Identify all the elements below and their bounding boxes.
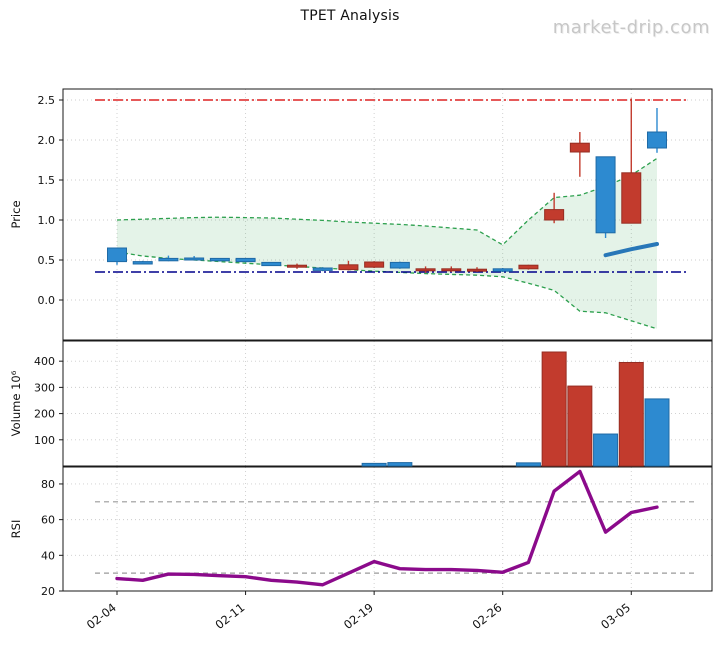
price-ytick: 0.5 bbox=[38, 254, 56, 267]
candle bbox=[286, 263, 307, 269]
rsi-panel: 20 40 60 80 bbox=[41, 466, 713, 598]
candle bbox=[338, 260, 359, 271]
rsi-ytick: 20 bbox=[41, 585, 55, 598]
volume-ytick: 300 bbox=[34, 381, 55, 394]
x-tick-label: 02-11 bbox=[212, 600, 247, 632]
sma-line bbox=[603, 242, 659, 258]
rsi-ytick: 80 bbox=[41, 478, 55, 491]
volume-bar bbox=[515, 462, 541, 467]
candle bbox=[569, 132, 590, 177]
candle bbox=[209, 257, 230, 262]
bollinger-lower-line bbox=[116, 251, 658, 330]
candle bbox=[107, 247, 127, 265]
candle bbox=[261, 261, 282, 267]
watermark: market-drip.com bbox=[552, 17, 710, 38]
volume-bar bbox=[618, 361, 644, 467]
chart-title: TPET Analysis bbox=[300, 8, 400, 24]
volume-bar bbox=[387, 462, 413, 467]
candle bbox=[595, 156, 616, 238]
price-plot bbox=[95, 98, 687, 330]
candle bbox=[389, 261, 410, 269]
rsi-ylabel: RSI bbox=[9, 520, 23, 539]
volume-ytick: 200 bbox=[34, 408, 55, 421]
bollinger-upper-line bbox=[116, 157, 658, 246]
x-axis: 02-04 02-11 02-19 02-26 03-05 bbox=[84, 591, 633, 632]
rsi-ytick: 40 bbox=[41, 549, 55, 562]
candle bbox=[184, 256, 205, 261]
volume-bar bbox=[541, 351, 567, 467]
x-tick-label: 02-26 bbox=[470, 600, 505, 632]
candle bbox=[364, 261, 385, 268]
price-ylabel: Price bbox=[9, 200, 23, 228]
bollinger-fill bbox=[117, 158, 657, 329]
candle bbox=[492, 268, 513, 272]
candle bbox=[235, 257, 256, 263]
rsi-ytick: 60 bbox=[41, 514, 55, 527]
price-ytick: 2.5 bbox=[38, 94, 56, 107]
volume-bar bbox=[593, 433, 619, 467]
price-ytick: 1.0 bbox=[38, 214, 56, 227]
volume-bar bbox=[567, 385, 593, 467]
price-ytick: 2.0 bbox=[38, 134, 56, 147]
volume-ytick: 100 bbox=[34, 434, 55, 447]
price-ytick: 0.0 bbox=[38, 294, 56, 307]
x-tick-label: 03-05 bbox=[598, 600, 633, 632]
candle bbox=[415, 266, 436, 273]
volume-ytick: 400 bbox=[34, 355, 55, 368]
volume-plot bbox=[361, 351, 670, 467]
candle bbox=[646, 108, 667, 153]
volume-bar bbox=[644, 398, 670, 467]
candle bbox=[158, 255, 179, 262]
candle bbox=[518, 264, 539, 270]
price-ytick: 1.5 bbox=[38, 174, 56, 187]
candle bbox=[466, 267, 487, 272]
rsi-line bbox=[115, 469, 659, 587]
volume-ylabel: Volume 10⁶ bbox=[9, 370, 23, 436]
candle bbox=[544, 192, 565, 224]
volume-bar bbox=[361, 462, 387, 467]
candle bbox=[132, 260, 153, 265]
candle bbox=[621, 98, 642, 224]
volume-panel: 100 200 300 400 bbox=[34, 340, 713, 467]
x-tick-label: 02-04 bbox=[84, 600, 119, 632]
rsi-plot bbox=[95, 469, 697, 587]
candle bbox=[312, 267, 333, 272]
candle bbox=[441, 266, 462, 272]
x-tick-label: 02-19 bbox=[341, 600, 376, 632]
